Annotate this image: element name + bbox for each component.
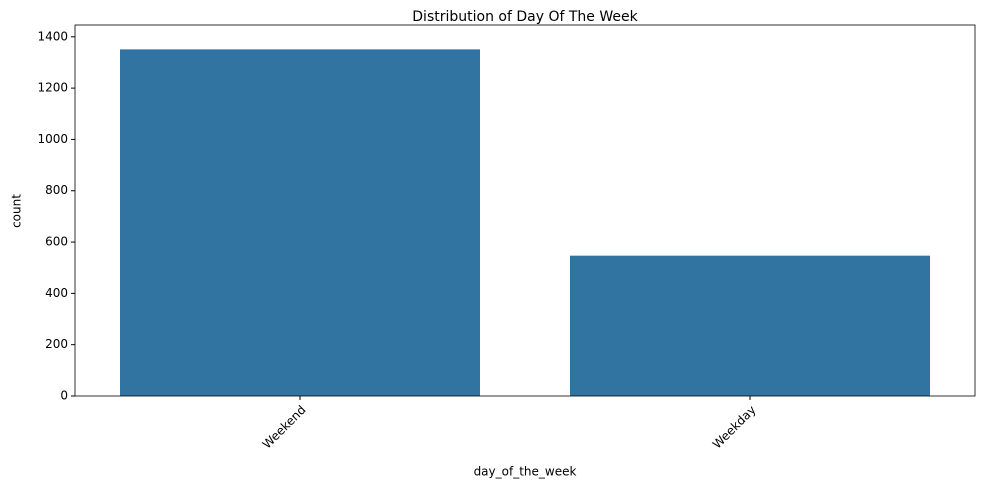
bar [120,49,480,396]
y-tick-label: 0 [60,389,68,403]
x-tick-label: Weekday [710,403,759,452]
y-tick-label: 600 [45,235,68,249]
y-tick-label: 200 [45,337,68,351]
y-tick-label: 1400 [37,29,68,43]
y-axis-label: count [10,194,24,228]
y-tick-label: 1000 [37,132,68,146]
bar [570,255,930,396]
chart-title: Distribution of Day Of The Week [412,9,638,25]
plot-frame [74,24,976,397]
y-tick-label: 1200 [37,81,68,95]
x-axis-label: day_of_the_week [474,465,577,479]
x-tick-label: Weekend [260,403,309,452]
y-tick-label: 400 [45,286,68,300]
y-tick-label: 800 [45,183,68,197]
